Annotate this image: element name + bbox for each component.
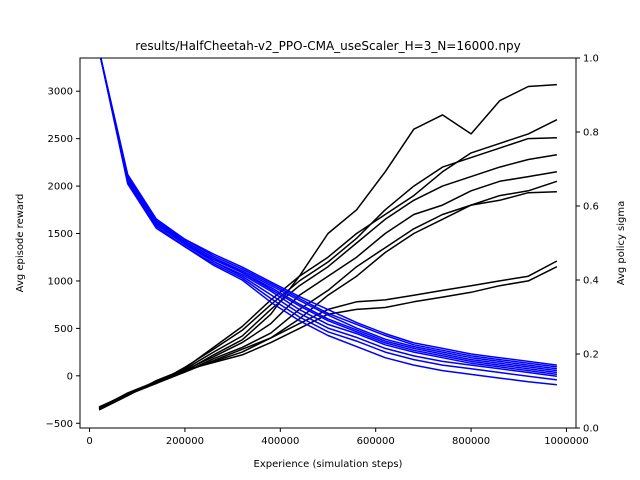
y-left-tick-label: 2000 xyxy=(48,182,73,193)
reward-line xyxy=(98,266,558,408)
x-axis-label: Experience (simulation steps) xyxy=(254,459,403,470)
x-tick-label: 200000 xyxy=(166,436,204,447)
y-left-tick-label: 500 xyxy=(54,324,73,335)
reward-line xyxy=(98,154,558,411)
y-left-tick-label: 2500 xyxy=(48,134,73,145)
y-left-axis-label: Avg episode reward xyxy=(15,194,26,293)
sigma-line xyxy=(99,58,557,381)
y-left-tick-label: 1000 xyxy=(48,276,73,287)
y-left-tick-label: −500 xyxy=(46,419,73,430)
y-right-tick-label: 0.2 xyxy=(583,350,599,361)
x-axis-ticks: 0 200000 400000 600000 800000 1000000 xyxy=(86,428,589,447)
y-left-tick-label: 1500 xyxy=(48,229,73,240)
series-layer xyxy=(98,58,558,411)
x-tick-label: 0 xyxy=(86,436,92,447)
y-right-tick-label: 0.6 xyxy=(583,202,599,213)
y-left-axis-ticks: −500 0 500 1000 1500 2000 2500 3000 xyxy=(46,87,80,430)
x-tick-label: 600000 xyxy=(357,436,395,447)
x-tick-label: 1000000 xyxy=(544,436,589,447)
sigma-line xyxy=(100,58,557,370)
y-right-axis-label: Avg policy sigma xyxy=(616,201,627,286)
y-left-tick-label: 3000 xyxy=(48,87,73,98)
sigma-line xyxy=(99,58,557,374)
y-right-tick-label: 0.8 xyxy=(583,128,599,139)
sigma-line xyxy=(100,58,557,366)
sigma-line xyxy=(99,58,557,377)
x-tick-label: 400000 xyxy=(261,436,299,447)
y-right-tick-label: 0.0 xyxy=(583,424,599,435)
y-right-tick-label: 0.4 xyxy=(583,276,599,287)
y-right-tick-label: 1.0 xyxy=(583,54,599,65)
x-tick-label: 800000 xyxy=(452,436,490,447)
plot-frame xyxy=(79,57,577,429)
y-right-axis-ticks: 0.0 0.2 0.4 0.6 0.8 1.0 xyxy=(576,54,599,435)
y-left-tick-label: 0 xyxy=(67,371,73,382)
chart-title: results/HalfCheetah-v2_PPO-CMA_useScaler… xyxy=(135,39,520,53)
